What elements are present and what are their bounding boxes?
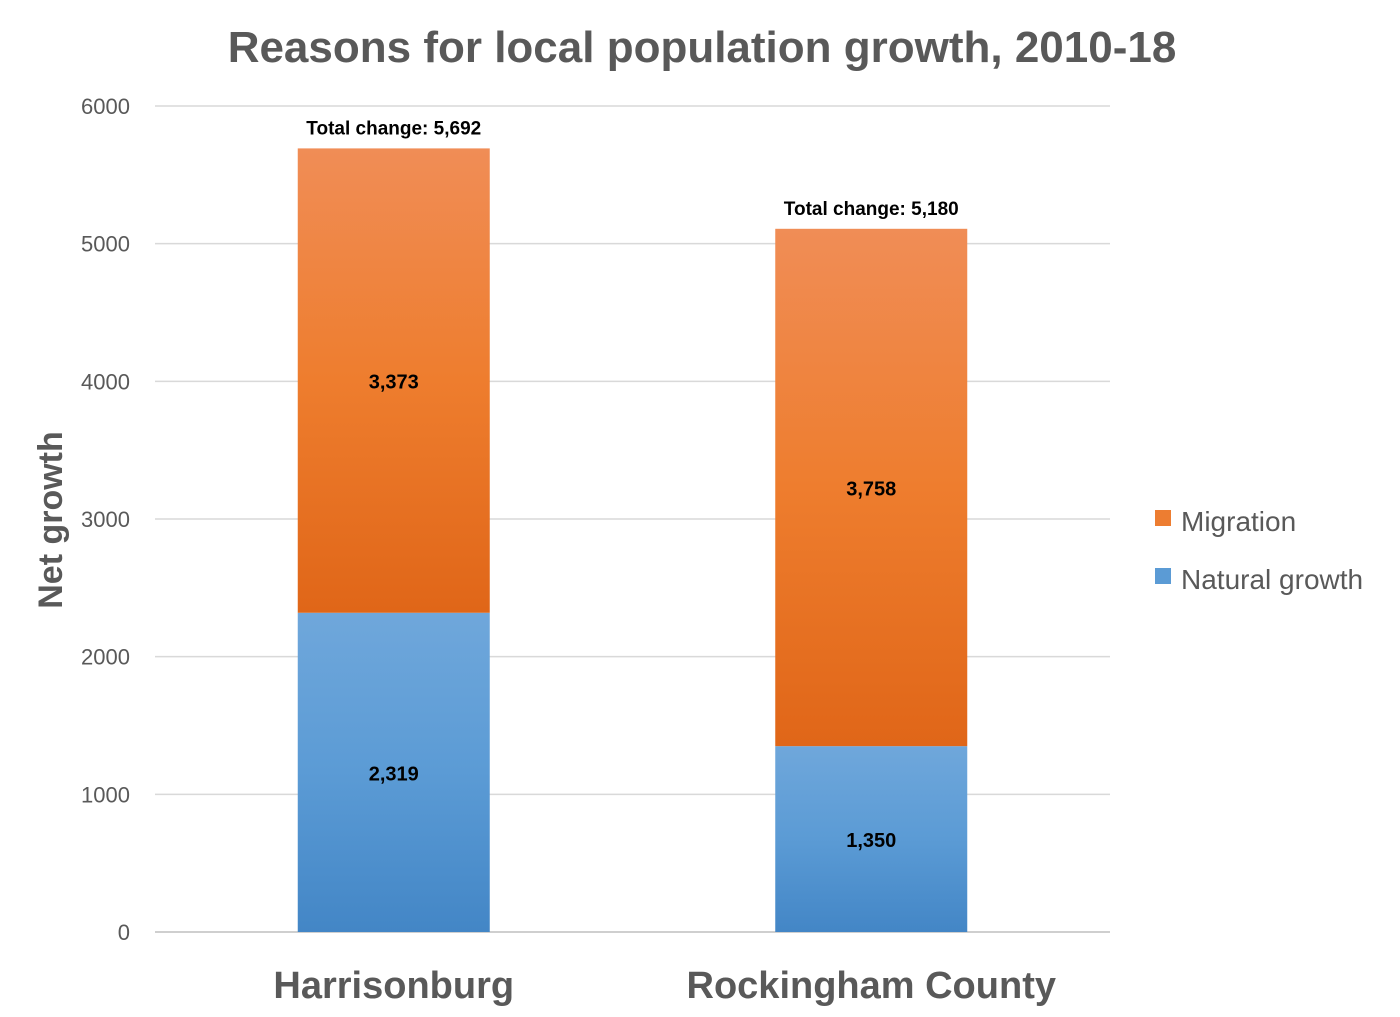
x-category-label: Rockingham County <box>687 965 1056 1007</box>
y-tick-label: 0 <box>118 920 130 945</box>
total-change-label: Total change: 5,692 <box>306 118 481 139</box>
bars: 2,319 3,373 Total change: 5,692 1,350 3,758 T… <box>297 118 968 932</box>
migration-bar-2 <box>775 228 968 747</box>
legend-label-natural-growth: Natural growth <box>1181 564 1363 595</box>
x-axis-ticks: Harrisonburg Rockingham County <box>273 965 1056 1007</box>
x-category-label: Harrisonburg <box>273 965 514 1007</box>
legend-label-migration: Migration <box>1181 506 1296 537</box>
migration-bar-1-value-label: 3,373 <box>369 372 419 394</box>
y-tick-label: 5000 <box>81 232 130 257</box>
y-tick-label: 4000 <box>81 369 130 394</box>
total-change-label: Total change: 5,180 <box>784 199 959 220</box>
legend: Migration Natural growth <box>1155 506 1363 595</box>
natural-growth-bar-2 <box>775 746 968 932</box>
y-axis-ticks: 0 1000 2000 3000 4000 5000 6000 <box>81 94 130 945</box>
migration-bar-1 <box>297 148 490 613</box>
y-tick-label: 2000 <box>81 645 130 670</box>
legend-swatch-natural-growth <box>1155 568 1171 584</box>
natural-growth-bar-1-value-label: 2,319 <box>369 763 419 785</box>
y-tick-label: 6000 <box>81 94 130 119</box>
natural-growth-bar-2-value-label: 1,350 <box>846 830 896 852</box>
chart-title: Reasons for local population growth, 201… <box>228 23 1177 72</box>
migration-bar-2-value-label: 3,758 <box>846 478 896 500</box>
y-axis-label: Net growth <box>32 431 70 609</box>
y-tick-label: 3000 <box>81 507 130 532</box>
y-tick-label: 1000 <box>81 782 130 807</box>
legend-swatch-migration <box>1155 510 1171 526</box>
natural-growth-bar-1 <box>297 612 490 932</box>
